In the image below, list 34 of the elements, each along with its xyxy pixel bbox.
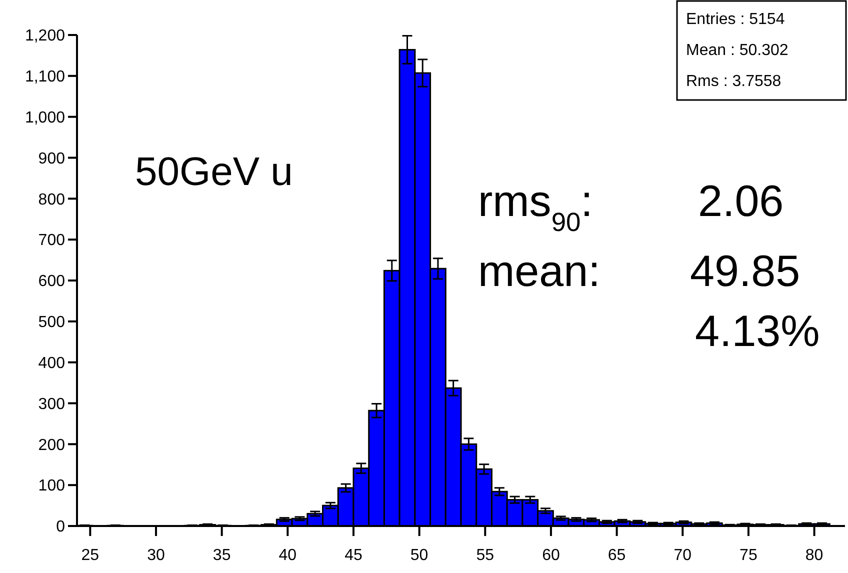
text: Entries : 5154 xyxy=(686,11,785,28)
annotation: Rms : 3.7558 xyxy=(686,73,782,90)
annotation: mean: xyxy=(478,247,600,296)
annotation: rms$_{90}$: xyxy=(478,177,593,237)
x-tick-label: 35 xyxy=(212,547,231,564)
y-tick-label: 800 xyxy=(38,191,66,208)
y-tick-label: 700 xyxy=(38,232,66,250)
annotation: Mean : 50.302 xyxy=(686,42,788,59)
y-tick-label: 300 xyxy=(38,396,66,413)
annotation: 4.13% xyxy=(695,307,820,356)
x-tick-label: 70 xyxy=(674,547,692,564)
x-tick-label: 40 xyxy=(278,547,297,564)
y-tick-label: 1,100 xyxy=(24,68,66,86)
y-tick-label: 0 xyxy=(56,518,66,536)
x-tick-label: 75 xyxy=(740,547,758,564)
x-tick-label: 80 xyxy=(805,547,824,564)
y-tick-label: 600 xyxy=(38,273,66,290)
annotation: 50GeV u xyxy=(135,150,293,194)
annotation: 49.85 xyxy=(690,247,800,296)
y-tick-label: 400 xyxy=(38,354,66,372)
annotation: 2.06 xyxy=(698,177,784,226)
y-tick-label: 900 xyxy=(38,150,66,168)
x-tick-label: 45 xyxy=(344,547,362,564)
y-tick-label: 100 xyxy=(38,478,66,495)
x-tick-label: 65 xyxy=(608,547,626,564)
y-tick-label: 1,000 xyxy=(24,109,66,126)
x-tick-label: 50 xyxy=(410,547,428,564)
x-tick-label: 25 xyxy=(81,547,100,564)
x-tick-label: 60 xyxy=(542,547,560,564)
x-tick-label: 55 xyxy=(476,547,494,564)
x-tick-label: 30 xyxy=(147,547,165,564)
y-tick-label: 500 xyxy=(38,314,66,332)
y-tick-label: 200 xyxy=(38,436,66,454)
y-tick-label: 1,200 xyxy=(24,28,66,45)
